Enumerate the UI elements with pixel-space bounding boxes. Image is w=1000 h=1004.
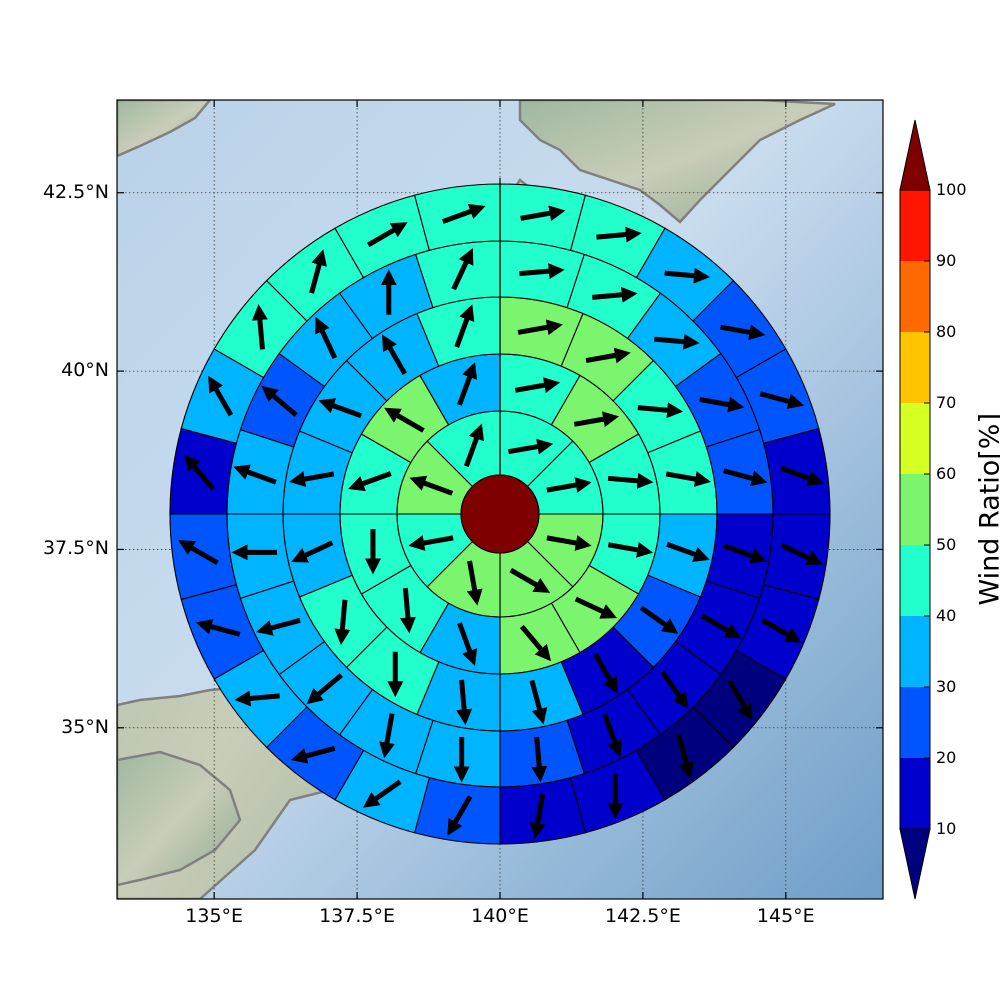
colorbar-tick-label: 90 xyxy=(936,251,956,270)
lon-tick-label: 145°E xyxy=(726,905,846,927)
wind-arrow xyxy=(247,696,280,699)
wind-arrow xyxy=(260,317,263,350)
wind-arrow xyxy=(519,271,552,274)
wind-arrow xyxy=(596,234,629,237)
wind-arrow xyxy=(654,339,687,342)
colorbar-segment xyxy=(900,261,930,332)
wind-arrow xyxy=(638,408,671,411)
lon-tick-label: 137.5°E xyxy=(297,905,417,927)
wind-arrow xyxy=(405,588,408,621)
colorbar-tick-label: 30 xyxy=(936,677,956,696)
ring-sector xyxy=(500,778,585,844)
wind-arrow xyxy=(665,273,698,276)
colorbar-tick-label: 10 xyxy=(936,819,956,838)
colorbar-tick-label: 60 xyxy=(936,464,956,483)
colorbar-segment xyxy=(900,403,930,474)
wind-arrow xyxy=(592,295,625,298)
colorbar-tick-label: 40 xyxy=(936,606,956,625)
lon-tick-label: 142.5°E xyxy=(583,905,703,927)
lat-tick-label: 37.5°N xyxy=(9,537,109,559)
ring-sector xyxy=(415,778,500,844)
lat-tick-label: 35°N xyxy=(9,716,109,738)
ring-sector xyxy=(764,514,830,599)
lat-tick-label: 42.5°N xyxy=(9,181,109,203)
colorbar-over-triangle xyxy=(900,120,930,190)
colorbar-under-triangle xyxy=(900,829,930,899)
colorbar-title: Wind Ratio[%] xyxy=(975,416,1000,606)
colorbar-tick-label: 20 xyxy=(936,748,956,767)
colorbar-segment xyxy=(900,616,930,687)
lat-tick-label: 40°N xyxy=(9,359,109,381)
colorbar-segment xyxy=(900,332,930,403)
colorbar xyxy=(900,120,930,899)
wind-arrow xyxy=(608,478,641,481)
wind-arrow xyxy=(342,600,345,633)
colorbar-tick-label: 80 xyxy=(936,322,956,341)
colorbar-segment xyxy=(900,687,930,758)
ring-sector xyxy=(170,429,236,514)
colorbar-segment xyxy=(900,474,930,545)
lon-tick-label: 135°E xyxy=(154,905,274,927)
wind-arrow xyxy=(462,680,465,713)
colorbar-segment xyxy=(900,545,930,616)
colorbar-tick-label: 50 xyxy=(936,535,956,554)
storm-eye xyxy=(461,475,539,553)
ring-sector xyxy=(500,184,585,250)
colorbar-segment xyxy=(900,190,930,261)
colorbar-tick-label: 70 xyxy=(936,393,956,412)
colorbar-tick-label: 100 xyxy=(936,180,967,199)
wind-arrow xyxy=(537,737,540,770)
colorbar-segment xyxy=(900,758,930,829)
lon-tick-label: 140°E xyxy=(440,905,560,927)
